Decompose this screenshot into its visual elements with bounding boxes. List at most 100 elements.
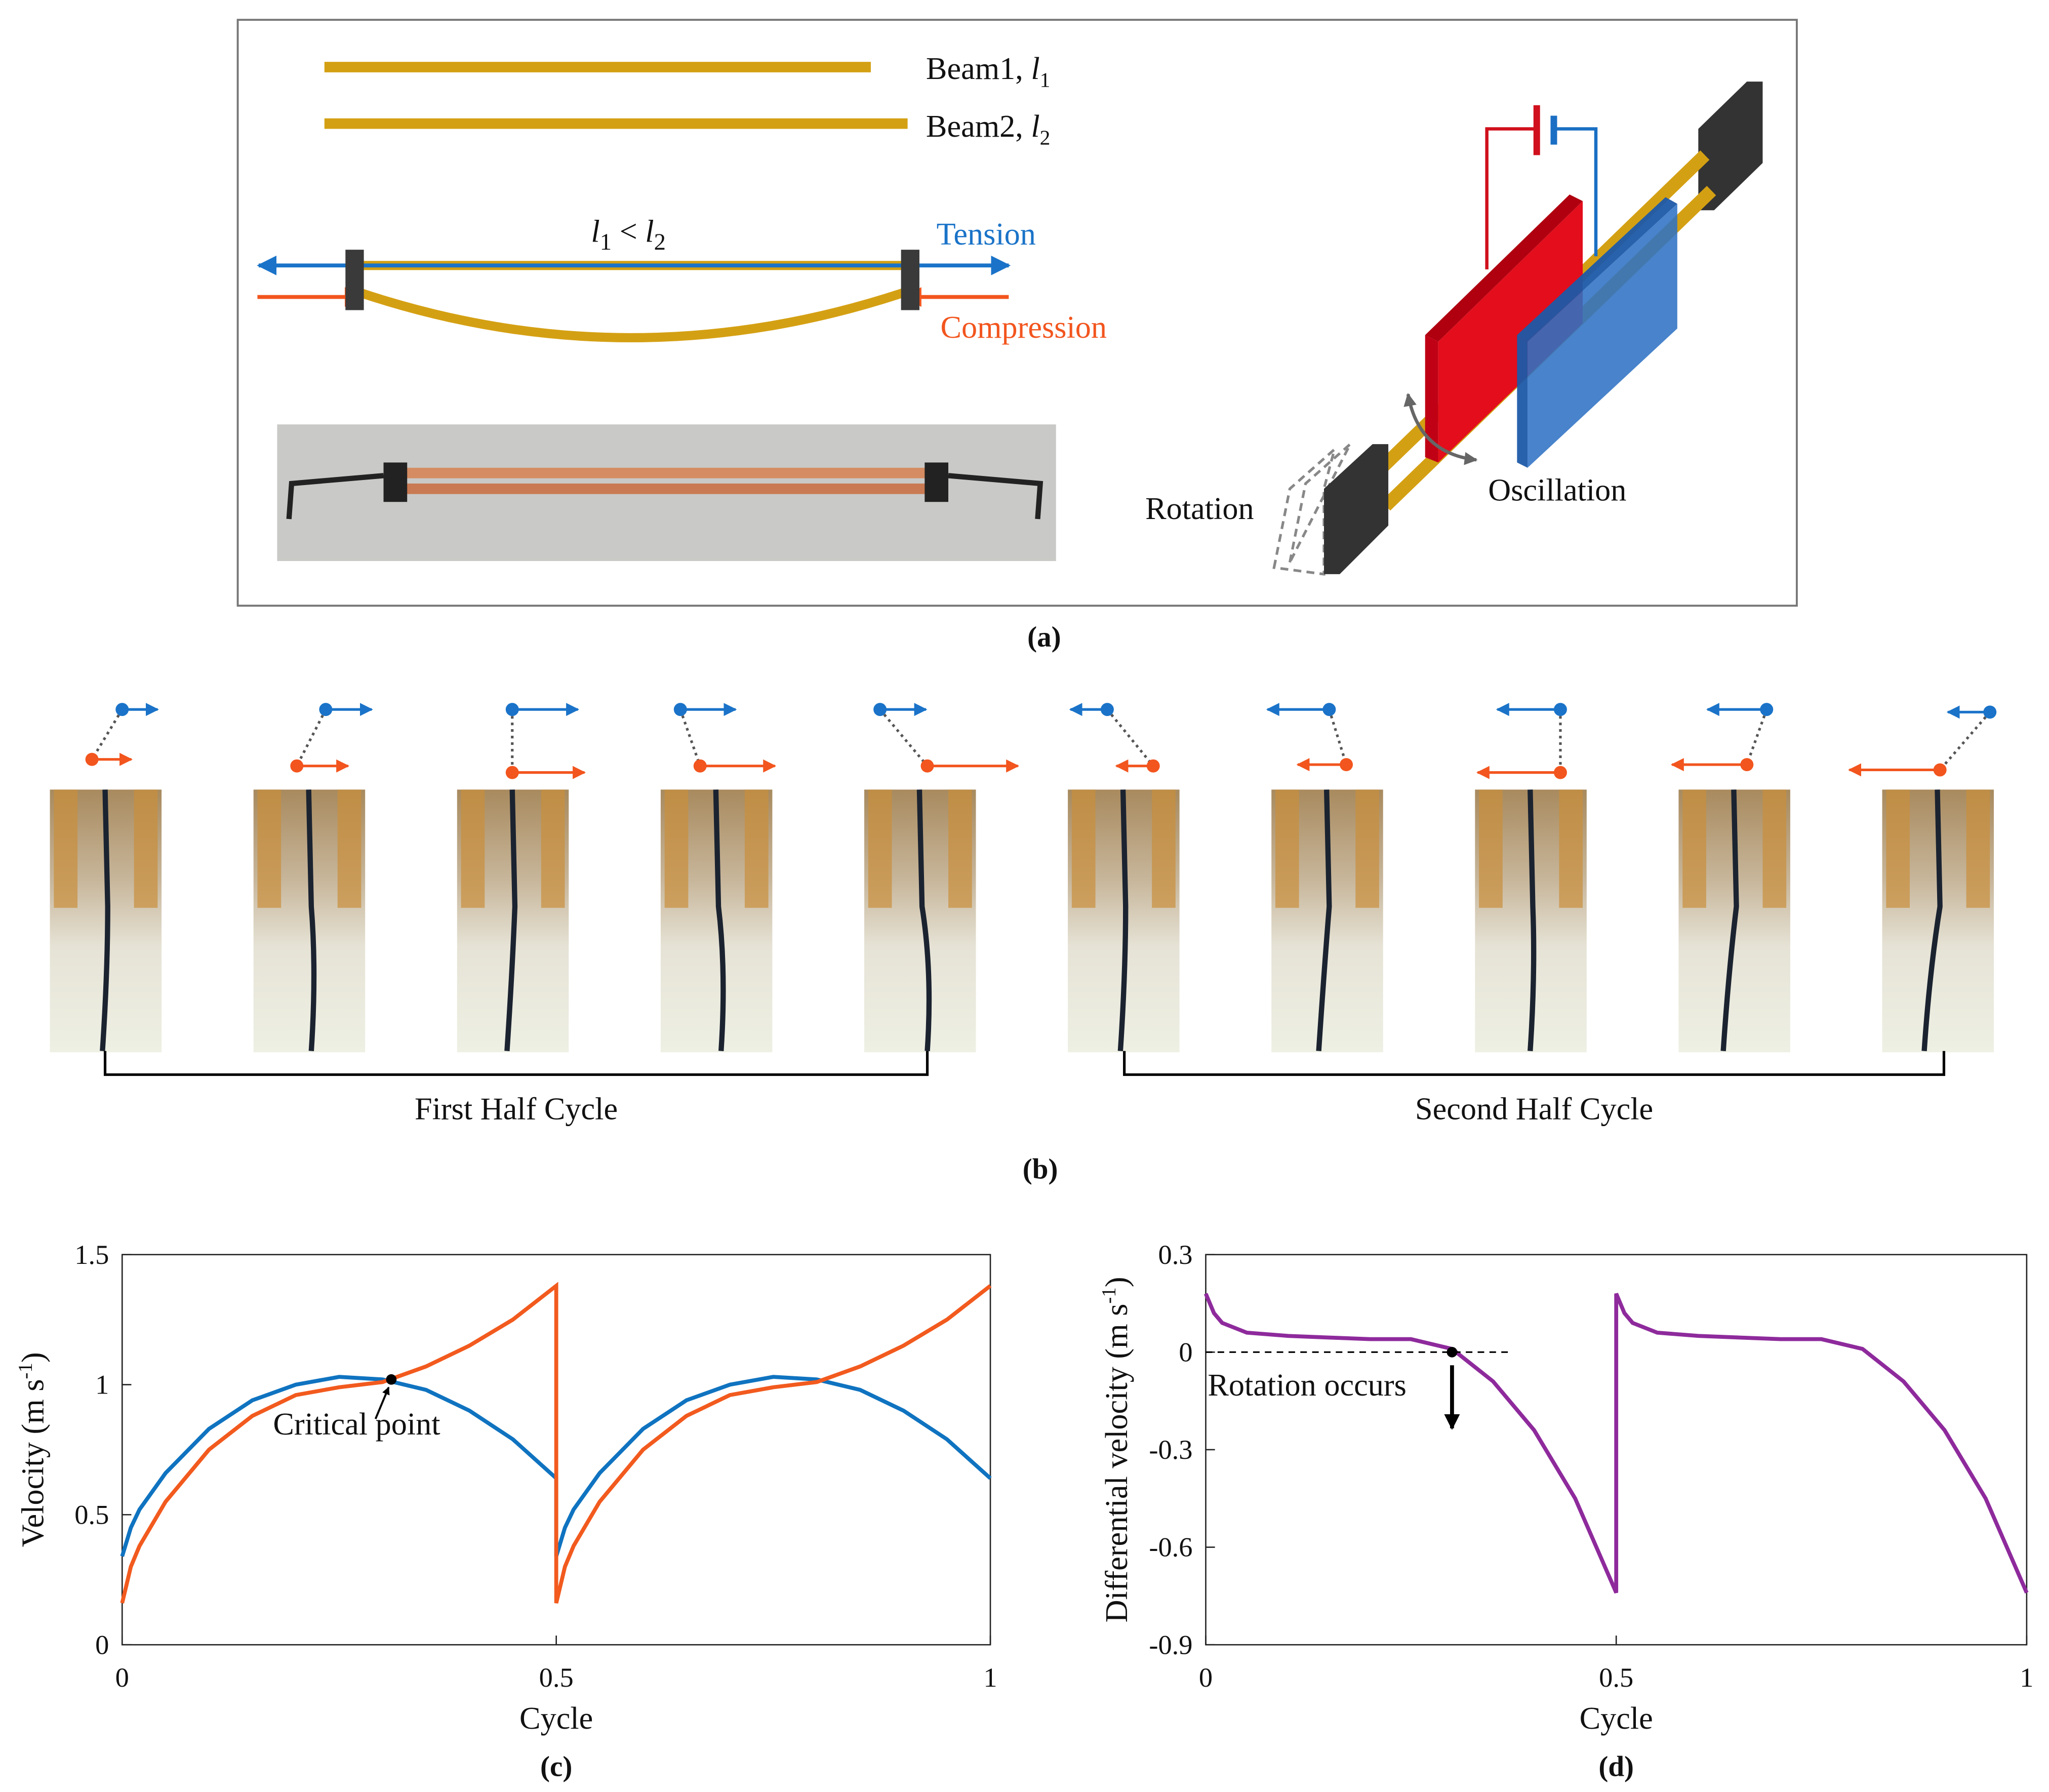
bracket bbox=[103, 1051, 929, 1076]
electrode bbox=[948, 789, 972, 908]
joint bbox=[1553, 703, 1567, 716]
relation: l1 < l2 bbox=[591, 215, 666, 256]
beam-photo bbox=[277, 424, 1056, 561]
annotation-point bbox=[1447, 1346, 1458, 1358]
bracket bbox=[1123, 1051, 1946, 1076]
joint bbox=[693, 759, 707, 773]
electrode bbox=[337, 789, 361, 908]
joint bbox=[505, 766, 519, 779]
caption: (d) bbox=[1598, 1751, 1634, 1783]
annotation-arrow bbox=[374, 1386, 390, 1419]
beam-trace bbox=[1720, 789, 1739, 1051]
link bbox=[1745, 709, 1768, 765]
panel-frame bbox=[236, 19, 1798, 607]
beam-trace bbox=[1528, 789, 1537, 1051]
beam-trace bbox=[713, 789, 726, 1051]
link bbox=[679, 709, 702, 767]
half-cycle-label: First Half Cycle bbox=[415, 1092, 618, 1127]
x-tick-label: 0 bbox=[1199, 1662, 1213, 1693]
x-axis-label: Cycle bbox=[1580, 1701, 1653, 1736]
series-line bbox=[120, 1282, 992, 1604]
beam-trace bbox=[1117, 789, 1129, 1051]
joint bbox=[1146, 759, 1160, 773]
y-axis-label: Differential velocity (m s-1) bbox=[1098, 1277, 1134, 1622]
y-axis-label-end: ) bbox=[1100, 1277, 1134, 1287]
link bbox=[295, 708, 327, 767]
electrode bbox=[1966, 789, 1990, 908]
y-tick-label: 1.5 bbox=[74, 1239, 109, 1270]
series-line bbox=[1203, 1293, 2029, 1594]
joint bbox=[1983, 705, 1997, 719]
electrode bbox=[744, 789, 769, 908]
joint bbox=[1322, 703, 1336, 716]
joint bbox=[85, 752, 99, 766]
electrode bbox=[1559, 789, 1583, 908]
y-tick-label: 0.3 bbox=[1158, 1239, 1192, 1270]
device-schematic bbox=[1272, 82, 1763, 576]
y-tick-label: -0.6 bbox=[1149, 1532, 1192, 1563]
y-tick-label: 0 bbox=[95, 1629, 109, 1660]
beam-trace bbox=[504, 789, 518, 1051]
joint bbox=[873, 703, 887, 716]
beam-label: Beam2, l2 bbox=[926, 109, 1051, 149]
x-tick-label: 0.5 bbox=[539, 1662, 574, 1693]
electrode bbox=[134, 789, 158, 908]
joint bbox=[1100, 703, 1114, 716]
beam-trace bbox=[1921, 789, 1943, 1051]
y-axis-label-sup: -1 bbox=[14, 1363, 36, 1379]
y-tick-label: -0.9 bbox=[1149, 1629, 1192, 1660]
joint bbox=[290, 759, 304, 773]
y-axis-label-text: Differential velocity (m s bbox=[1100, 1304, 1134, 1623]
joint bbox=[1760, 703, 1774, 716]
y-axis-label-sup: -1 bbox=[1098, 1287, 1120, 1303]
y-axis-label: Velocity (m s-1) bbox=[14, 1352, 50, 1547]
electrode bbox=[257, 789, 282, 908]
electrode bbox=[1355, 789, 1379, 908]
beam bbox=[355, 287, 908, 343]
beam-trace bbox=[1316, 789, 1332, 1051]
y-tick-label: 0 bbox=[1179, 1337, 1192, 1368]
electrode bbox=[1479, 789, 1503, 908]
x-tick-label: 0.5 bbox=[1599, 1662, 1633, 1693]
y-tick-label: -0.3 bbox=[1149, 1434, 1192, 1465]
link bbox=[1106, 708, 1154, 767]
joint bbox=[1933, 763, 1947, 777]
clamp bbox=[345, 250, 364, 310]
electrode bbox=[541, 789, 565, 908]
beam-trace bbox=[100, 789, 110, 1051]
y-axis-label-end: ) bbox=[16, 1352, 51, 1363]
clamp bbox=[901, 250, 919, 310]
caption: (c) bbox=[540, 1751, 572, 1783]
joint bbox=[115, 703, 129, 716]
beam-trace bbox=[306, 789, 317, 1051]
beam-label: Beam1, l1 bbox=[926, 52, 1051, 92]
y-tick-label: 1 bbox=[95, 1369, 109, 1400]
x-tick-label: 0 bbox=[115, 1662, 129, 1693]
electrode bbox=[461, 789, 485, 908]
oscillation-label: Oscillation bbox=[1488, 473, 1626, 508]
beam-trace bbox=[916, 789, 932, 1051]
annotation: Rotation occurs bbox=[1208, 1368, 1406, 1403]
joint bbox=[1553, 766, 1567, 779]
caption: (a) bbox=[1027, 621, 1061, 653]
electrode bbox=[1275, 789, 1299, 908]
annotation-point bbox=[386, 1374, 397, 1385]
joint bbox=[673, 703, 687, 716]
link bbox=[1328, 709, 1348, 765]
link bbox=[91, 708, 124, 761]
x-tick-label: 1 bbox=[2020, 1662, 2033, 1693]
y-axis-label-text: Velocity (m s bbox=[16, 1379, 51, 1547]
annotation: Critical point bbox=[273, 1407, 440, 1442]
joint bbox=[319, 703, 333, 716]
caption: (b) bbox=[1023, 1153, 1058, 1185]
electrode bbox=[664, 789, 689, 908]
electrode bbox=[1071, 789, 1096, 908]
x-axis-label: Cycle bbox=[519, 1701, 593, 1736]
half-cycle-label: Second Half Cycle bbox=[1415, 1092, 1653, 1127]
tension-label: Tension bbox=[937, 217, 1036, 252]
electrode bbox=[868, 789, 892, 908]
electrode bbox=[1152, 789, 1176, 908]
x-tick-label: 1 bbox=[983, 1662, 997, 1693]
